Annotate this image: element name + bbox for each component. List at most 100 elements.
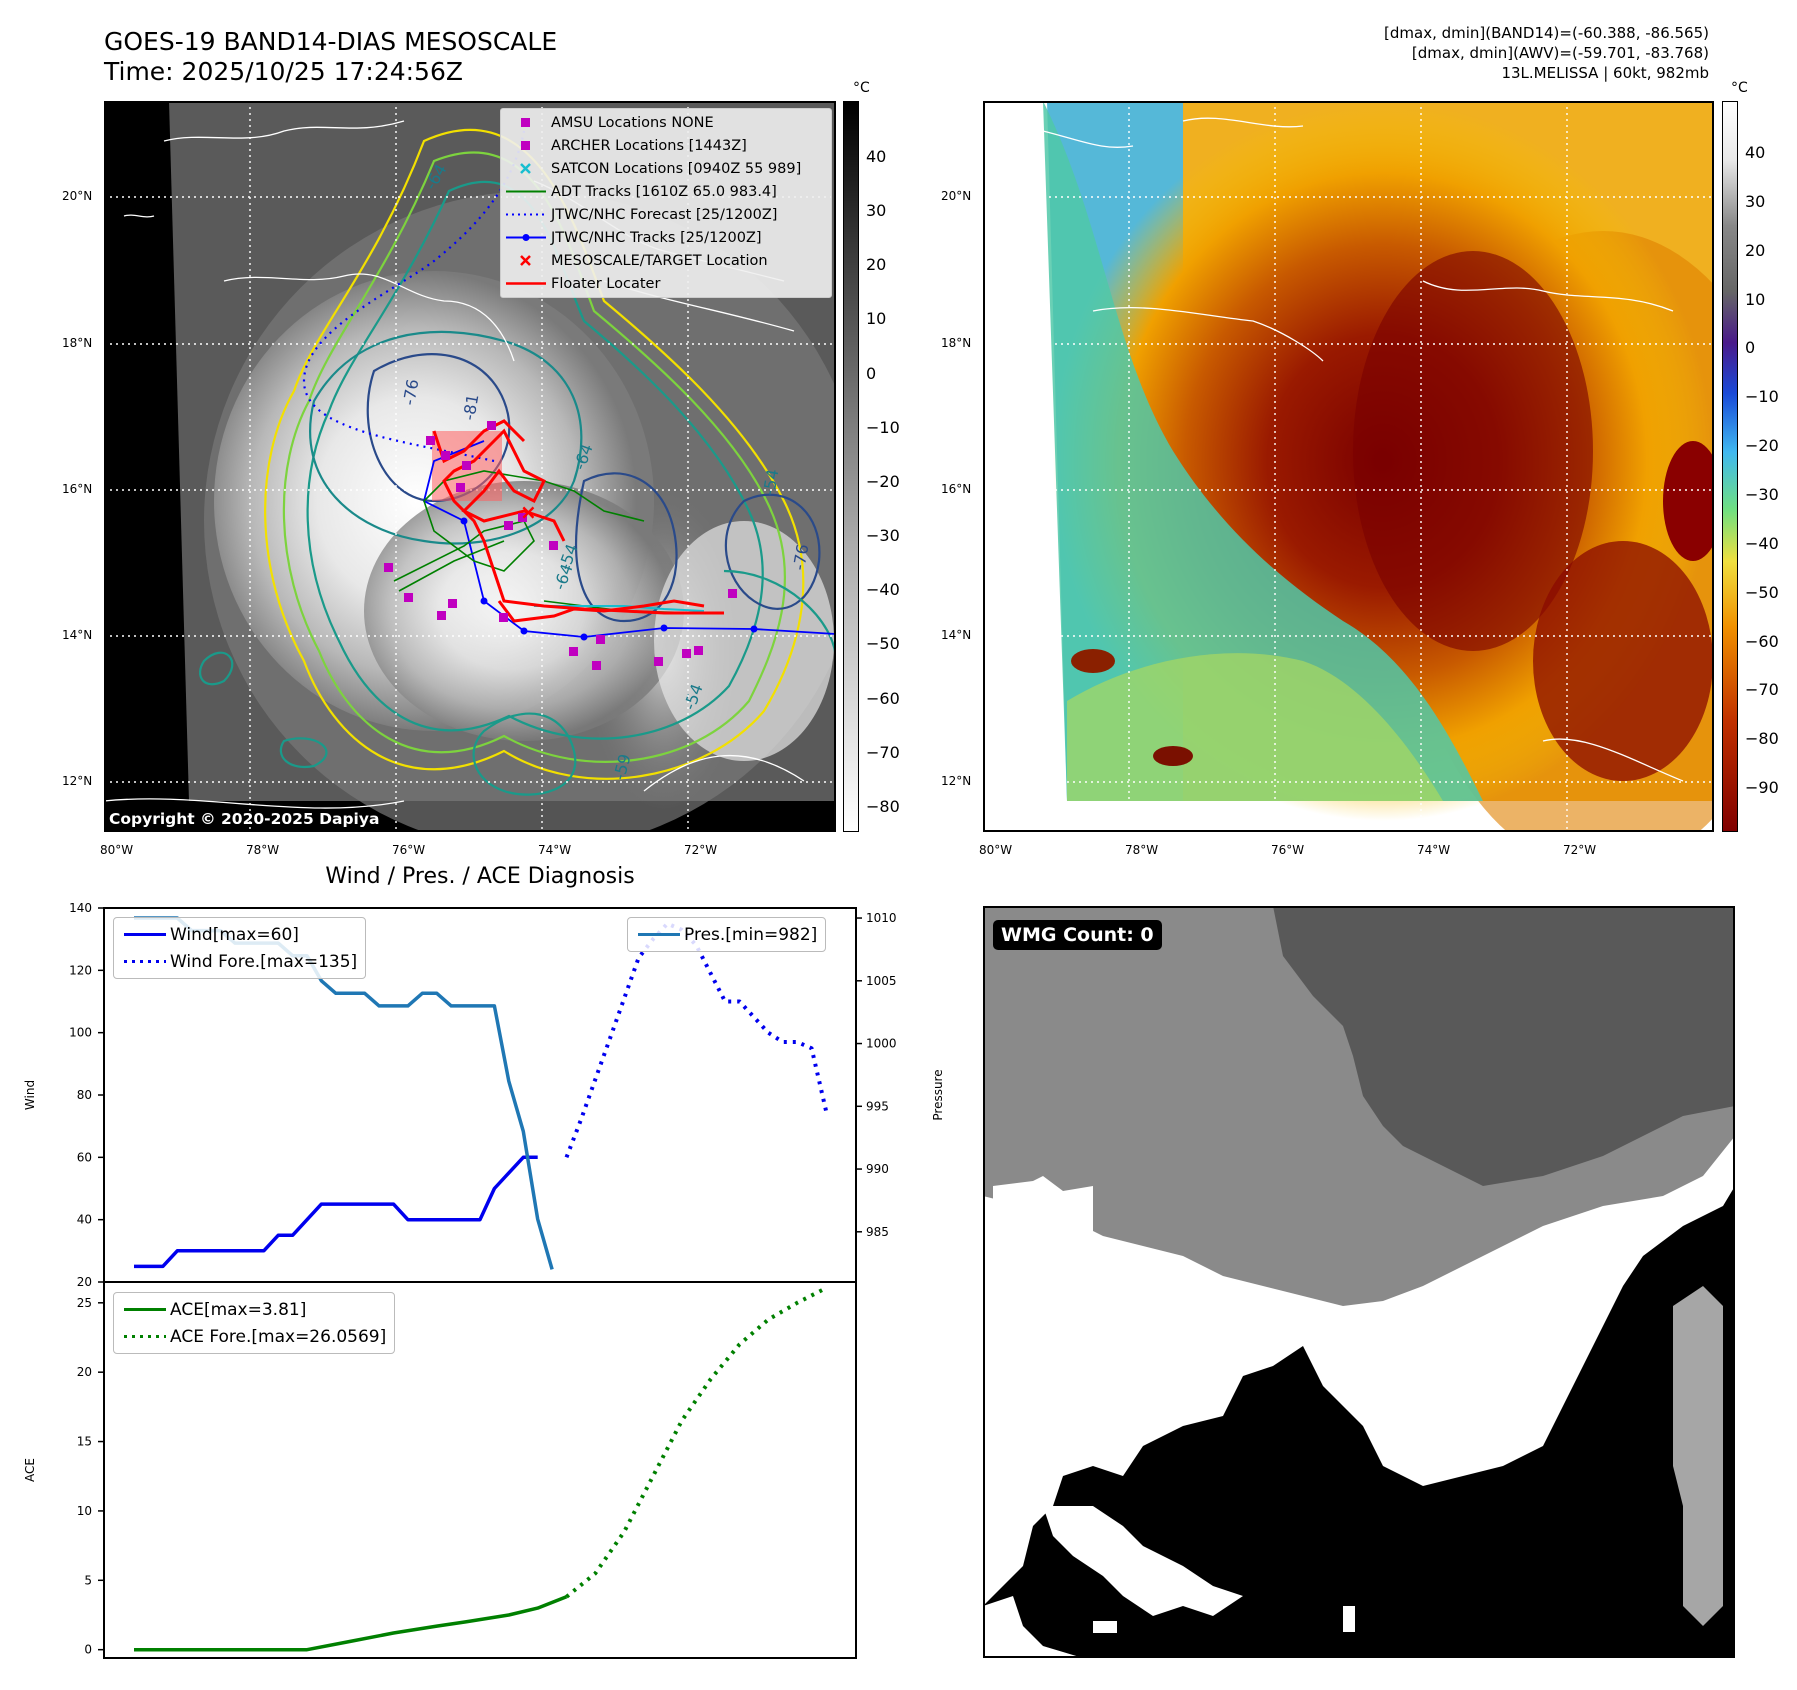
pressure-legend: Pres.[min=982] [627, 917, 827, 952]
legend-entry-satcon: SATCON Locations [0940Z 55 989] [501, 157, 831, 180]
colorbar-tick: −50 [866, 634, 900, 653]
line-marker-icon [638, 933, 680, 936]
awv-map-panel [983, 101, 1714, 832]
lon-label: 76°W [392, 843, 426, 857]
lat-label: 12°N [941, 774, 972, 788]
line-marker-icon [124, 933, 166, 936]
lat-label: 16°N [941, 482, 972, 496]
wmg-count-badge: WMG Count: 0 [993, 920, 1162, 950]
y2-axis-label: Pressure [931, 1069, 945, 1120]
wmg-frame [983, 906, 1735, 1658]
line-marker-icon [506, 282, 546, 285]
colorbar-tick: −60 [866, 689, 900, 708]
colorbar-tick: 0 [866, 364, 877, 383]
line-dot-icon [506, 234, 546, 241]
colorbar-tick: −80 [866, 797, 900, 816]
awv-colorbar-ticks: 40 30 20 10 0 −10 −20 −30 −40 −50 −60 −7… [1745, 101, 1797, 832]
lat-label: 16°N [62, 482, 93, 496]
line-marker-icon [506, 190, 546, 193]
y-tick-label: 15 [77, 1435, 92, 1449]
lat-label: 14°N [941, 628, 972, 642]
legend-label: JTWC/NHC Tracks [25/1200Z] [551, 229, 762, 246]
ir-colorbar [843, 101, 859, 832]
contour-label: -81 [459, 393, 482, 422]
legend-label: MESOSCALE/TARGET Location [551, 252, 768, 269]
y-tick-label: 140 [69, 901, 92, 915]
legend-entry-wind: Wind[max=60] [122, 921, 357, 948]
square-marker-icon [521, 141, 530, 150]
series-line-ace [134, 1595, 568, 1652]
y-tick-label: 100 [69, 1026, 92, 1040]
awv-colorbar [1722, 101, 1738, 832]
legend-entry-adt: ADT Tracks [1610Z 65.0 983.4] [501, 180, 831, 203]
ir-legend: AMSU Locations NONE ARCHER Locations [14… [500, 108, 832, 298]
legend-entry-mesoscale: MESOSCALE/TARGET Location [501, 249, 831, 272]
awv-range-text: [dmax, dmin](AWV)=(-59.701, -83.768) [1411, 44, 1709, 62]
wind-legend: Wind[max=60] Wind Fore.[max=135] [113, 917, 367, 979]
lat-label: 12°N [62, 774, 93, 788]
lat-label: 14°N [62, 628, 93, 642]
lon-label: 72°W [684, 843, 718, 857]
y-tick-label: 10 [77, 1504, 92, 1518]
legend-label: Wind[max=60] [170, 924, 299, 945]
colorbar-tick: −40 [866, 580, 900, 599]
colorbar-tick: −40 [1745, 534, 1779, 553]
ir-colorbar-ticks: 40 30 20 10 0 −10 −20 −30 −40 −50 −60 −7… [866, 101, 926, 832]
colorbar-tick: −50 [1745, 583, 1779, 602]
ace-legend: ACE[max=3.81] ACE Fore.[max=26.0569] [113, 1292, 396, 1354]
colorbar-tick: −70 [1745, 680, 1779, 699]
series-line-wind-fore- [564, 921, 828, 1159]
legend-label: Floater Locater [551, 275, 661, 292]
lon-label: 80°W [100, 843, 134, 857]
ir-colorbar-unit: °C [853, 80, 870, 96]
lat-label: 20°N [941, 189, 972, 203]
legend-entry-wind-forecast: Wind Fore.[max=135] [122, 948, 357, 975]
colorbar-tick: −80 [1745, 729, 1779, 748]
colorbar-tick: 40 [866, 147, 887, 166]
contour-label: -76 [789, 543, 812, 572]
legend-entry-floater: Floater Locater [501, 272, 831, 295]
y-tick-label: 25 [77, 1296, 92, 1310]
awv-map-frame [983, 101, 1714, 832]
legend-label: SATCON Locations [0940Z 55 989] [551, 160, 802, 177]
legend-label: Pres.[min=982] [684, 924, 818, 945]
lat-label: 20°N [62, 189, 93, 203]
legend-entry-amsu: AMSU Locations NONE [501, 111, 831, 134]
y-axis-label: Wind [23, 1080, 37, 1110]
colorbar-tick: −30 [1745, 485, 1779, 504]
legend-entry-forecast: JTWC/NHC Forecast [25/1200Z] [501, 203, 831, 226]
wmg-image [983, 906, 1735, 1658]
y-tick-label: 40 [77, 1213, 92, 1227]
ir-map-frame [104, 101, 836, 832]
lon-label: 80°W [979, 843, 1013, 857]
colorbar-tick: −60 [1745, 632, 1779, 651]
contour-label: -76 [399, 378, 422, 407]
colorbar-tick: 10 [866, 309, 887, 328]
lat-label: 18°N [62, 336, 93, 350]
lat-label: 18°N [941, 336, 972, 350]
dotted-line-icon [506, 213, 546, 216]
legend-entry-archer: ARCHER Locations [1443Z] [501, 134, 831, 157]
diagnosis-title: Wind / Pres. / ACE Diagnosis [325, 864, 635, 889]
square-marker-icon [521, 118, 530, 127]
y2-tick-label: 1000 [866, 1037, 897, 1051]
lon-label: 76°W [1271, 843, 1305, 857]
storm-info-text: 13L.MELISSA | 60kt, 982mb [1501, 64, 1709, 82]
colorbar-tick: 40 [1745, 143, 1766, 162]
ace-chart: 0 5 10 15 20 25 ACE [23, 1281, 857, 1659]
line-marker-icon [124, 1308, 166, 1311]
lon-label: 78°W [1125, 843, 1159, 857]
y-tick-label: 5 [84, 1573, 92, 1587]
colorbar-tick: −20 [866, 472, 900, 491]
awv-map-image [983, 101, 1714, 832]
y2-tick-label: 990 [866, 1162, 889, 1176]
legend-label: JTWC/NHC Forecast [25/1200Z] [551, 206, 778, 223]
colorbar-tick: 0 [1745, 338, 1756, 357]
legend-label: ACE[max=3.81] [170, 1299, 307, 1320]
y2-tick-label: 985 [866, 1225, 889, 1239]
y2-tick-label: 1005 [866, 974, 897, 988]
wmg-panel [983, 906, 1735, 1658]
x-marker-icon [520, 255, 531, 266]
lon-label: 72°W [1563, 843, 1597, 857]
y2-tick-label: 1010 [866, 911, 897, 925]
